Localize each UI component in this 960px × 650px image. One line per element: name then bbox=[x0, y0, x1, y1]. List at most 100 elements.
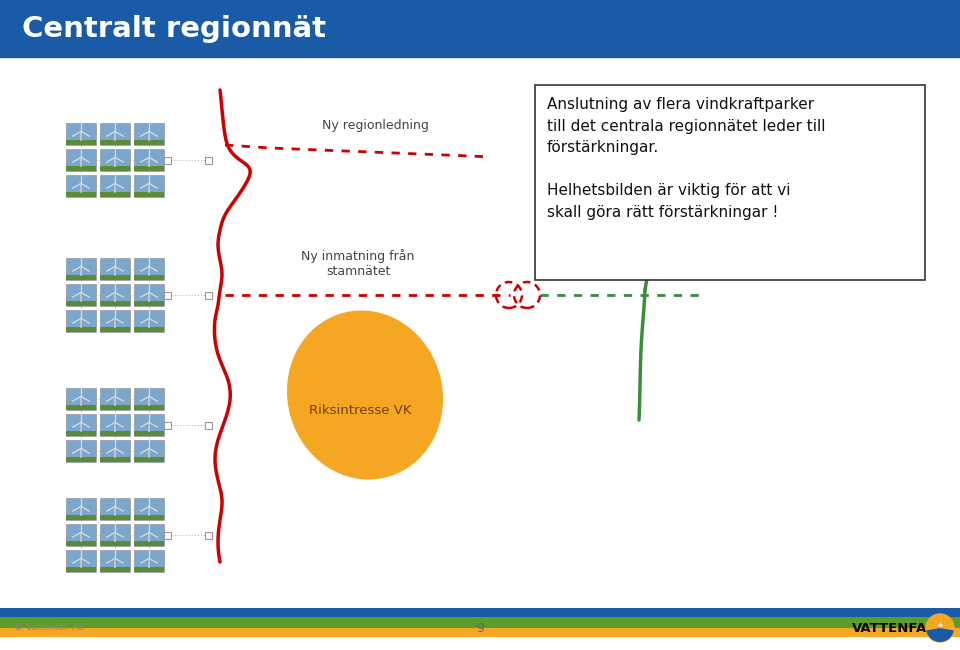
FancyBboxPatch shape bbox=[100, 550, 130, 572]
FancyBboxPatch shape bbox=[134, 284, 164, 306]
FancyBboxPatch shape bbox=[134, 149, 164, 171]
FancyBboxPatch shape bbox=[100, 284, 130, 306]
FancyBboxPatch shape bbox=[66, 541, 96, 546]
FancyBboxPatch shape bbox=[66, 405, 96, 410]
FancyBboxPatch shape bbox=[100, 567, 130, 572]
FancyBboxPatch shape bbox=[134, 515, 164, 520]
FancyBboxPatch shape bbox=[134, 541, 164, 546]
Text: 9: 9 bbox=[476, 621, 484, 634]
FancyBboxPatch shape bbox=[134, 192, 164, 197]
FancyBboxPatch shape bbox=[100, 327, 130, 332]
FancyBboxPatch shape bbox=[134, 140, 164, 145]
FancyBboxPatch shape bbox=[66, 327, 96, 332]
FancyBboxPatch shape bbox=[134, 457, 164, 462]
FancyBboxPatch shape bbox=[163, 421, 171, 428]
FancyBboxPatch shape bbox=[0, 628, 960, 637]
FancyBboxPatch shape bbox=[100, 310, 130, 332]
FancyBboxPatch shape bbox=[134, 431, 164, 436]
FancyBboxPatch shape bbox=[66, 310, 96, 332]
FancyBboxPatch shape bbox=[0, 0, 960, 58]
FancyBboxPatch shape bbox=[535, 85, 925, 280]
FancyBboxPatch shape bbox=[66, 192, 96, 197]
FancyBboxPatch shape bbox=[134, 166, 164, 171]
Text: Ny regionledning: Ny regionledning bbox=[322, 119, 428, 132]
FancyBboxPatch shape bbox=[0, 608, 960, 617]
Ellipse shape bbox=[325, 364, 434, 466]
Wedge shape bbox=[926, 628, 954, 642]
FancyBboxPatch shape bbox=[66, 123, 96, 145]
FancyBboxPatch shape bbox=[100, 301, 130, 306]
FancyBboxPatch shape bbox=[66, 301, 96, 306]
Text: ✦: ✦ bbox=[937, 621, 944, 629]
Circle shape bbox=[926, 614, 954, 642]
FancyBboxPatch shape bbox=[100, 258, 130, 280]
FancyBboxPatch shape bbox=[134, 275, 164, 280]
FancyBboxPatch shape bbox=[163, 532, 171, 538]
FancyBboxPatch shape bbox=[134, 414, 164, 436]
FancyBboxPatch shape bbox=[66, 498, 96, 520]
FancyBboxPatch shape bbox=[134, 567, 164, 572]
FancyBboxPatch shape bbox=[204, 421, 211, 428]
FancyBboxPatch shape bbox=[100, 140, 130, 145]
Text: Anslutning av flera vindkraftparker
till det centrala regionnätet leder till
för: Anslutning av flera vindkraftparker till… bbox=[547, 97, 826, 220]
FancyBboxPatch shape bbox=[66, 457, 96, 462]
FancyBboxPatch shape bbox=[134, 258, 164, 280]
FancyBboxPatch shape bbox=[66, 388, 96, 410]
FancyBboxPatch shape bbox=[134, 405, 164, 410]
FancyBboxPatch shape bbox=[100, 440, 130, 462]
FancyBboxPatch shape bbox=[134, 524, 164, 546]
Text: Centralt regionnät: Centralt regionnät bbox=[22, 15, 326, 43]
Text: Ny inmatning från
stamnätet: Ny inmatning från stamnätet bbox=[301, 249, 415, 278]
FancyBboxPatch shape bbox=[100, 388, 130, 410]
FancyBboxPatch shape bbox=[66, 567, 96, 572]
Ellipse shape bbox=[296, 324, 404, 426]
FancyBboxPatch shape bbox=[66, 440, 96, 462]
FancyBboxPatch shape bbox=[100, 405, 130, 410]
FancyBboxPatch shape bbox=[134, 327, 164, 332]
FancyBboxPatch shape bbox=[100, 524, 130, 546]
FancyBboxPatch shape bbox=[204, 291, 211, 298]
FancyBboxPatch shape bbox=[134, 440, 164, 462]
FancyBboxPatch shape bbox=[66, 515, 96, 520]
FancyBboxPatch shape bbox=[66, 284, 96, 306]
FancyBboxPatch shape bbox=[66, 166, 96, 171]
FancyBboxPatch shape bbox=[134, 123, 164, 145]
FancyBboxPatch shape bbox=[0, 608, 960, 650]
FancyBboxPatch shape bbox=[134, 498, 164, 520]
FancyBboxPatch shape bbox=[66, 175, 96, 197]
FancyBboxPatch shape bbox=[0, 617, 960, 628]
FancyBboxPatch shape bbox=[100, 123, 130, 145]
FancyBboxPatch shape bbox=[100, 175, 130, 197]
FancyBboxPatch shape bbox=[66, 149, 96, 171]
FancyBboxPatch shape bbox=[163, 291, 171, 298]
FancyBboxPatch shape bbox=[100, 166, 130, 171]
FancyBboxPatch shape bbox=[100, 414, 130, 436]
FancyBboxPatch shape bbox=[100, 498, 130, 520]
FancyBboxPatch shape bbox=[66, 414, 96, 436]
FancyBboxPatch shape bbox=[100, 149, 130, 171]
FancyBboxPatch shape bbox=[134, 550, 164, 572]
FancyBboxPatch shape bbox=[134, 301, 164, 306]
FancyBboxPatch shape bbox=[134, 388, 164, 410]
FancyBboxPatch shape bbox=[134, 310, 164, 332]
Text: VATTENFALL: VATTENFALL bbox=[852, 621, 945, 634]
FancyBboxPatch shape bbox=[66, 550, 96, 572]
Text: Riksintresse VK: Riksintresse VK bbox=[309, 404, 411, 417]
Ellipse shape bbox=[287, 311, 443, 480]
FancyBboxPatch shape bbox=[100, 457, 130, 462]
Text: © Vattenfall AB: © Vattenfall AB bbox=[14, 623, 84, 632]
FancyBboxPatch shape bbox=[66, 431, 96, 436]
FancyBboxPatch shape bbox=[204, 532, 211, 538]
FancyBboxPatch shape bbox=[66, 524, 96, 546]
FancyBboxPatch shape bbox=[100, 431, 130, 436]
FancyBboxPatch shape bbox=[163, 157, 171, 164]
FancyBboxPatch shape bbox=[100, 541, 130, 546]
FancyBboxPatch shape bbox=[204, 157, 211, 164]
FancyBboxPatch shape bbox=[100, 275, 130, 280]
FancyBboxPatch shape bbox=[100, 515, 130, 520]
FancyBboxPatch shape bbox=[134, 175, 164, 197]
FancyBboxPatch shape bbox=[66, 140, 96, 145]
FancyBboxPatch shape bbox=[100, 192, 130, 197]
FancyBboxPatch shape bbox=[66, 275, 96, 280]
FancyBboxPatch shape bbox=[66, 258, 96, 280]
